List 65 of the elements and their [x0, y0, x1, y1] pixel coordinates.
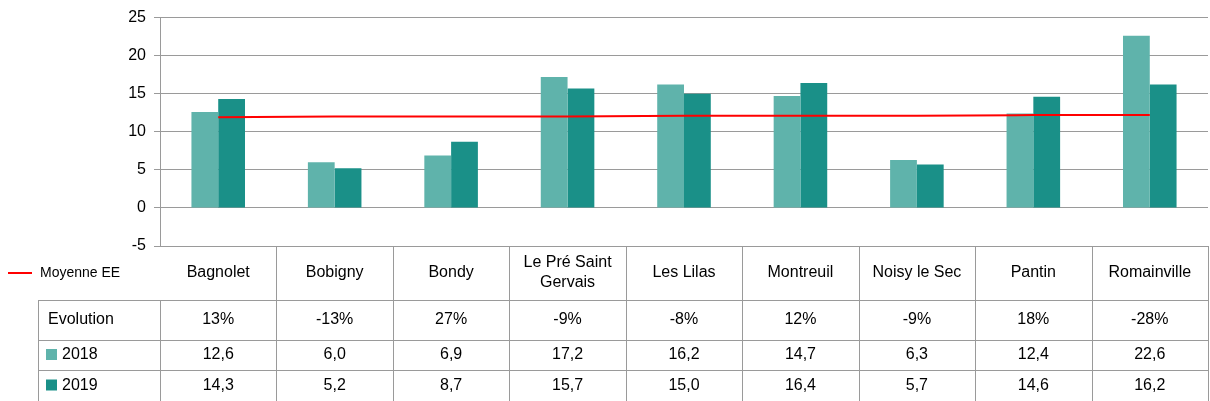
x-tick-label: Bobigny — [305, 263, 364, 281]
text: -9% — [553, 310, 582, 328]
bar — [684, 93, 711, 208]
data-label: 14,6 — [1017, 375, 1050, 393]
bar — [1123, 35, 1150, 208]
bar — [191, 112, 219, 208]
data-label: 8,7 — [439, 375, 463, 393]
text: -9% — [902, 310, 932, 328]
bar — [1149, 84, 1177, 208]
text: -13% — [315, 310, 354, 328]
y-tick-label: 0 — [137, 198, 147, 216]
y-tick-label: 25 — [128, 8, 147, 26]
data-label: 15,7 — [551, 375, 584, 393]
data-label: 15,0 — [668, 375, 700, 393]
x-tick-label: Bondy — [428, 263, 474, 281]
text: -28% — [1131, 310, 1169, 328]
data-label: 22,6 — [1134, 345, 1166, 363]
bar — [451, 141, 478, 208]
y-tick-label: 10 — [128, 122, 147, 140]
data-label: 14,3 — [202, 375, 234, 393]
data-label: 16,4 — [784, 375, 817, 393]
x-tick-label: Les Lilas — [652, 263, 716, 281]
legend-label: 2018 — [62, 345, 98, 363]
bar — [1006, 113, 1034, 208]
x-tick-label: Pantin — [1010, 263, 1057, 281]
data-label: 16,2 — [1134, 375, 1166, 393]
bar — [1033, 96, 1061, 208]
data-label: 6,9 — [439, 345, 463, 363]
bar — [890, 159, 917, 208]
bar — [657, 84, 684, 208]
x-tick-label: Bagnolet — [186, 263, 251, 281]
text: -8% — [669, 310, 699, 328]
x-tick-label: Noisy le Sec — [872, 263, 962, 281]
data-label: 5,2 — [323, 375, 346, 393]
data-label: 6,3 — [905, 345, 929, 363]
y-tick-label: 15 — [128, 84, 147, 102]
text: 27% — [435, 310, 468, 328]
bar — [218, 99, 245, 208]
bar — [773, 96, 801, 208]
text: 12% — [784, 310, 817, 328]
legend-label: Moyenne EE — [40, 263, 121, 280]
y-tick-label: -5 — [131, 236, 147, 254]
bar — [567, 88, 595, 208]
x-tick-label: Romainville — [1108, 263, 1192, 281]
data-label: 5,7 — [905, 375, 929, 393]
bar — [334, 168, 362, 208]
text: Evolution — [48, 310, 114, 328]
data-label: 17,2 — [551, 345, 584, 363]
data-label: 12,4 — [1017, 345, 1050, 363]
data-label: 16,2 — [668, 345, 700, 363]
bar — [424, 155, 452, 208]
bar — [800, 83, 828, 208]
x-tick-label: Le Pré Saint Gervais — [523, 253, 613, 291]
text: 13% — [202, 310, 235, 328]
y-tick-label: 5 — [137, 160, 147, 178]
y-tick-label: 20 — [128, 46, 147, 64]
bar — [540, 76, 568, 208]
legend-label: 2019 — [62, 375, 98, 393]
bar — [307, 162, 335, 208]
x-tick-label: Montreuil — [767, 263, 834, 281]
data-label: 12,6 — [202, 345, 234, 363]
bar — [916, 164, 944, 208]
data-label: 6,0 — [323, 345, 346, 363]
text: 18% — [1017, 310, 1050, 328]
data-label: 14,7 — [784, 345, 817, 363]
